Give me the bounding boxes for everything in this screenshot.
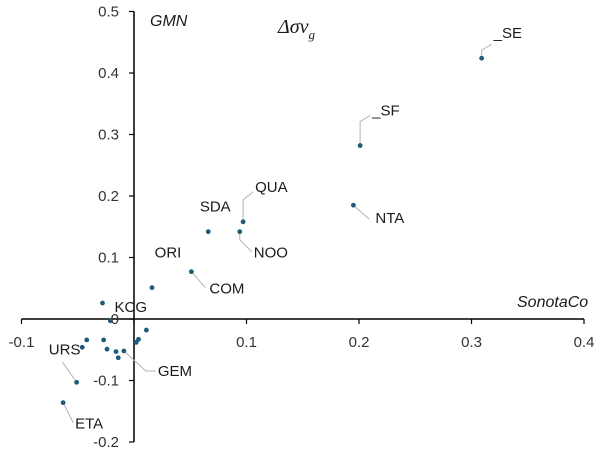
point-label: NTA — [375, 210, 404, 227]
data-point — [107, 318, 113, 324]
data-point — [115, 355, 121, 361]
point-label: ORI — [155, 245, 182, 262]
x-axis-title: SonotaCo — [517, 294, 588, 311]
point-label: GEM — [158, 363, 192, 380]
leader-line — [353, 204, 370, 220]
leader-lines — [62, 43, 492, 423]
data-point — [113, 349, 119, 354]
leader-line — [62, 402, 74, 423]
data-point — [74, 379, 80, 385]
point-label: KCG — [115, 299, 148, 316]
y-tick-label: 0.2 — [98, 188, 119, 205]
y-tick-label: 0.4 — [98, 65, 119, 82]
tick-labels: -0.1 0.1 0.2 0.3 0.4 -0.2 -0.1 0 0.1 0.2 0.3 0.4 0.5 — [9, 4, 595, 452]
y-tick-label: -0.1 — [93, 373, 119, 390]
chart-title: Δσvg — [277, 16, 315, 42]
x-tick-label: 0.3 — [461, 334, 482, 351]
chart-title-subscript: g — [308, 27, 315, 42]
data-point — [60, 400, 66, 406]
axes — [20, 10, 585, 443]
y-tick-label: 0.3 — [98, 127, 119, 144]
data-point — [121, 348, 127, 354]
data-point — [237, 229, 243, 235]
point-labels: _SE _SF NTA QUA SDA NOO ORI COM KCG URS ETA GEM — [49, 25, 522, 432]
data-point — [84, 337, 90, 343]
data-point — [149, 285, 155, 291]
x-tick-label: 0.2 — [349, 334, 370, 351]
point-label: ETA — [75, 416, 103, 433]
data-point — [143, 327, 149, 333]
point-label: _SF — [371, 103, 400, 120]
y-axis-title: GMN — [150, 13, 188, 30]
data-point — [79, 344, 85, 350]
data-point — [350, 202, 356, 208]
data-point — [479, 55, 485, 61]
data-point — [133, 339, 139, 345]
x-tick-label: 0.1 — [236, 334, 257, 351]
data-point — [188, 269, 194, 275]
leader-line — [239, 231, 253, 253]
point-label: SDA — [200, 199, 231, 216]
origin-tick-label: 0 — [111, 311, 119, 328]
data-point — [104, 346, 110, 352]
y-tick-label: 0.5 — [98, 4, 119, 21]
point-label: NOO — [254, 245, 288, 262]
y-tick-label: -0.2 — [93, 434, 119, 451]
point-label: QUA — [255, 179, 288, 196]
point-label: _SE — [493, 25, 522, 42]
point-label: COM — [209, 281, 244, 298]
data-point — [100, 300, 105, 306]
data-point — [101, 337, 107, 343]
x-tick-label: 0.4 — [574, 334, 595, 351]
leader-line — [481, 43, 492, 59]
point-label: URS — [49, 341, 81, 358]
leader-line — [123, 350, 156, 372]
data-point — [357, 143, 363, 148]
leader-line — [190, 271, 206, 288]
data-point — [205, 229, 211, 235]
data-point — [240, 219, 246, 225]
leader-line — [62, 362, 78, 383]
chart-title-main: Δσv — [277, 16, 309, 38]
leader-line — [242, 191, 254, 222]
data-points — [60, 55, 485, 406]
y-tick-label: 0.1 — [98, 250, 119, 267]
x-tick-label: -0.1 — [9, 334, 35, 351]
leader-line — [359, 115, 371, 146]
